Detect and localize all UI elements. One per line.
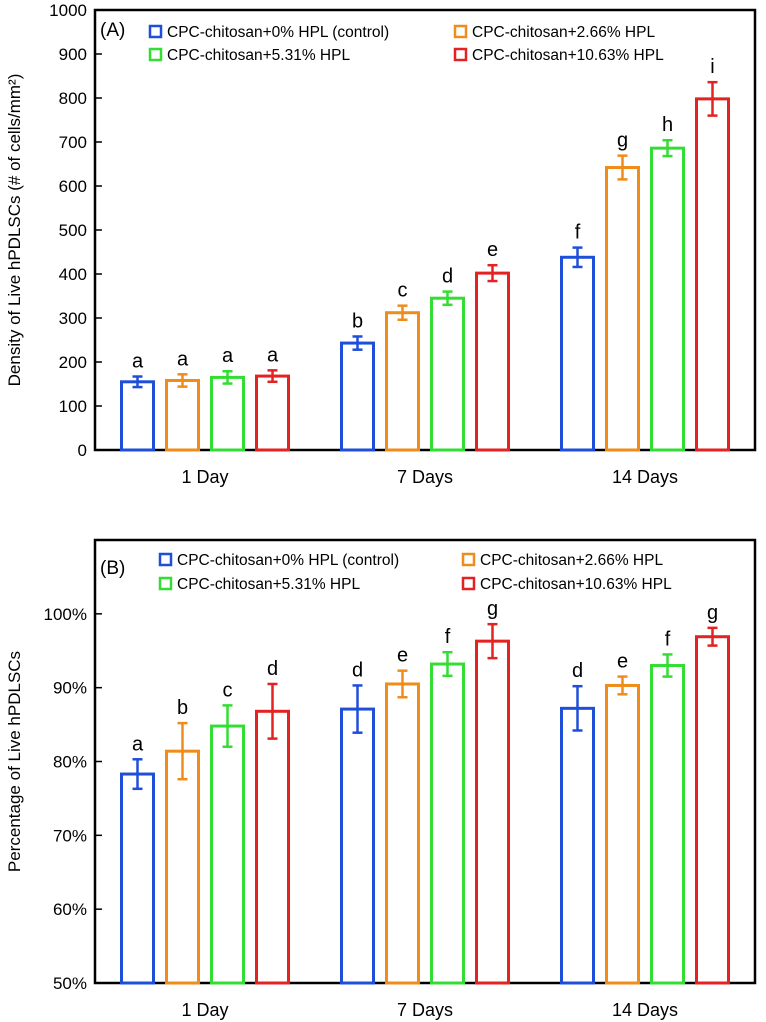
significance-letter: g [617, 130, 628, 152]
significance-letter: a [132, 733, 144, 755]
y-tick-label: 60% [53, 900, 87, 919]
bar [340, 341, 375, 452]
x-category-label: 7 Days [397, 1000, 453, 1020]
chart-panel-a: 0 100 200 300 400 500 600 700 800 900 1000 Density … [5, 1, 757, 487]
significance-letter: g [707, 602, 718, 624]
legend-swatch [461, 552, 476, 567]
significance-letter: i [710, 56, 714, 78]
significance-letter: b [352, 310, 363, 332]
x-category-label: 7 Days [397, 467, 453, 487]
legend-entry: CPC-chitosan+2.66% HPL [480, 552, 663, 569]
x-category-label: 1 Day [181, 1000, 228, 1020]
y-tick-label: 900 [59, 45, 87, 64]
significance-letter: e [487, 239, 498, 261]
bar [120, 772, 155, 985]
y-tick-label: 70% [53, 826, 87, 845]
significance-letter: b [177, 697, 188, 719]
bar [475, 271, 510, 452]
bar [385, 682, 420, 985]
legend-entry: CPC-chitosan+2.66% HPL [472, 24, 655, 41]
bar [210, 375, 245, 452]
legend: CPC-chitosan+0% HPL (control) CPC-chitosa… [148, 24, 664, 64]
y-tick-label: 100 [59, 397, 87, 416]
y-tick-label: 600 [59, 177, 87, 196]
x-category-label: 1 Day [181, 467, 228, 487]
panel-label: (B) [100, 558, 125, 579]
bar [695, 635, 730, 985]
legend-entry: CPC-chitosan+0% HPL (control) [177, 552, 399, 569]
y-tick-label: 700 [59, 133, 87, 152]
significance-letter: a [132, 351, 144, 373]
significance-letter: e [617, 651, 628, 673]
chart-panel-b: 50% 60% 70% 80% 90% 100% Percentage of Live hP… [5, 538, 757, 1020]
y-tick-label: 90% [53, 679, 87, 698]
y-tick-label: 50% [53, 974, 87, 993]
panel-label: (A) [100, 20, 125, 41]
significance-letter: a [177, 348, 189, 370]
bar [120, 380, 155, 452]
legend-entry: CPC-chitosan+10.63% HPL [472, 47, 664, 64]
legend-swatch [453, 47, 468, 62]
bar [430, 662, 465, 985]
bar [385, 311, 420, 452]
bar [165, 378, 200, 452]
legend-swatch [148, 47, 163, 62]
significance-letter: h [662, 114, 673, 136]
significance-letter: c [398, 280, 408, 302]
bar [475, 639, 510, 985]
y-tick-label: 100% [44, 605, 87, 624]
significance-letter: a [222, 345, 234, 367]
y-tick-label: 300 [59, 309, 87, 328]
y-tick-label: 800 [59, 89, 87, 108]
y-axis-label: Density of Live hPDLSCs (# of cells/mm²) [5, 74, 24, 387]
legend: CPC-chitosan+0% HPL (control) CPC-chitosa… [158, 552, 672, 593]
y-tick-label: 200 [59, 353, 87, 372]
bar [605, 683, 640, 985]
bar [560, 706, 595, 985]
x-category-label: 14 Days [612, 1000, 678, 1020]
significance-letter: c [223, 679, 233, 701]
significance-letter: a [267, 344, 279, 366]
y-axis-label: Percentage of Live hPDLSCs [5, 651, 24, 872]
significance-letter: e [397, 645, 408, 667]
significance-letter: d [572, 660, 583, 682]
bar [340, 707, 375, 985]
y-tick-label: 1000 [49, 1, 87, 20]
significance-letter: f [575, 222, 581, 244]
bar [430, 296, 465, 452]
legend-swatch [461, 576, 476, 591]
x-category-label: 14 Days [612, 467, 678, 487]
legend-swatch [148, 24, 163, 39]
bar [650, 664, 685, 985]
legend-entry: CPC-chitosan+0% HPL (control) [167, 24, 389, 41]
significance-letter: g [487, 598, 498, 620]
significance-letter: d [267, 658, 278, 680]
legend-entry: CPC-chitosan+5.31% HPL [167, 47, 350, 64]
bar [210, 724, 245, 985]
bar [650, 146, 685, 452]
significance-letter: d [442, 266, 453, 288]
significance-letter: d [352, 659, 363, 681]
legend-swatch [453, 24, 468, 39]
legend-swatch [158, 576, 173, 591]
significance-letter: f [665, 628, 671, 650]
bar [560, 255, 595, 452]
bar [695, 97, 730, 452]
y-tick-label: 400 [59, 265, 87, 284]
y-tick-label: 80% [53, 753, 87, 772]
significance-letter: f [445, 626, 451, 648]
y-tick-label: 500 [59, 221, 87, 240]
legend-entry: CPC-chitosan+5.31% HPL [177, 576, 360, 593]
bar [255, 374, 290, 452]
y-tick-label: 0 [78, 441, 87, 460]
bar [255, 709, 290, 985]
bar [605, 166, 640, 452]
bar [165, 749, 200, 985]
legend-swatch [158, 552, 173, 567]
legend-entry: CPC-chitosan+10.63% HPL [480, 576, 672, 593]
